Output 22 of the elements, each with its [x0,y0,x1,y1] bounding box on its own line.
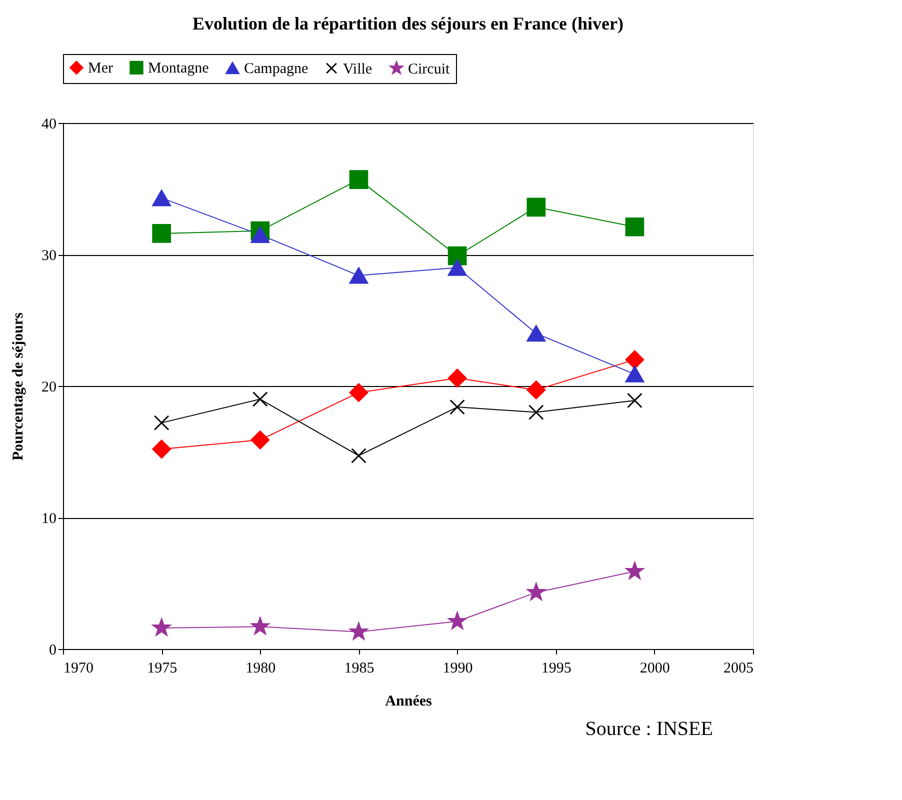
x-tick-label: 1980 [246,660,276,676]
y-tick-label: 30 [42,248,56,264]
x-tick-label: 2005 [724,660,754,676]
y-tick-label: 20 [42,380,56,396]
legend-label: Ville [343,61,372,78]
y-tick-label: 10 [42,511,56,527]
y-axis-title: Pourcentage de séjours [10,312,26,461]
y-tick-label: 40 [42,116,56,132]
legend-label: Montagne [148,60,210,77]
x-tick-label: 1995 [541,660,572,676]
x-tick-label: 1975 [147,660,178,676]
chart-title: Evolution de la répartition des séjours en France (hiver) [192,14,624,34]
legend-label: Mer [88,60,113,77]
x-tick-label: 1970 [64,660,94,676]
legend-label: Campagne [244,61,308,78]
source-note: Source : INSEE [585,718,713,740]
x-tick-label: 1990 [442,660,473,676]
y-tick-label: 0 [49,642,56,658]
x-tick-label: 2000 [640,660,670,676]
x-axis-title: Années [385,694,432,710]
x-tick-label: 1985 [344,660,374,676]
legend-label: Circuit [408,61,450,78]
